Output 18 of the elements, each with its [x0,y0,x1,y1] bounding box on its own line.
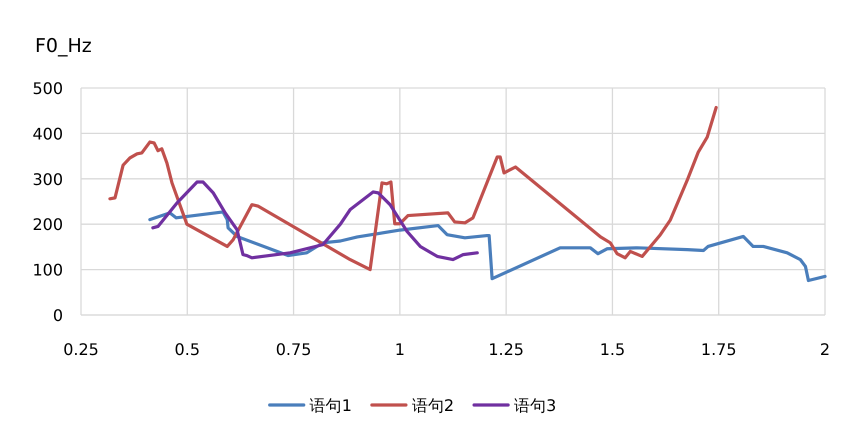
y-tick-label: 500 [32,79,63,98]
x-tick-label: 1.5 [600,340,626,359]
legend-label: 语句3 [514,396,556,415]
y-tick-label: 100 [32,260,63,280]
y-tick-label: 200 [32,215,63,234]
x-tick-label: 0.25 [63,340,99,359]
x-tick-label: 0.75 [276,340,312,359]
x-tick-label: 1 [394,340,405,359]
x-tick-label: 2 [820,340,830,359]
y-tick-label: 400 [32,124,63,144]
y-axis-title: F0_Hz [35,35,92,57]
legend-label: 语句1 [310,396,352,415]
x-tick-label: 0.5 [174,340,200,359]
x-tick-label: 1.25 [488,340,524,359]
legend-label: 语句2 [412,396,454,415]
y-tick-label: 300 [32,170,63,189]
y-tick-label: 0 [52,306,63,325]
x-tick-label: 1.75 [700,340,737,359]
